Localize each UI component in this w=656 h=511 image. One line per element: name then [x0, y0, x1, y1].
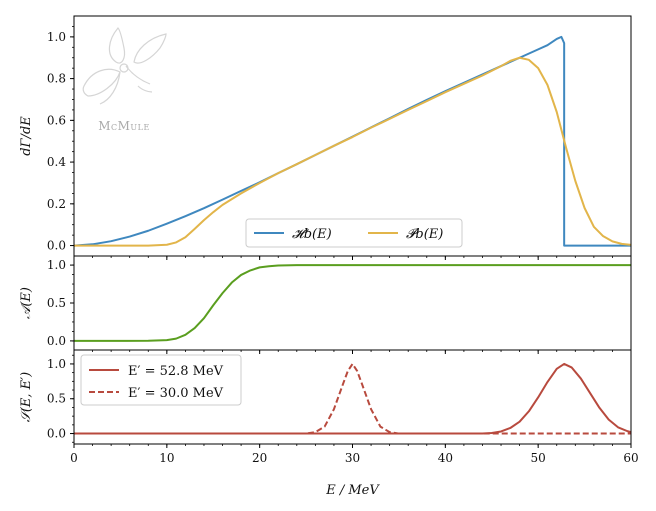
xlabel: E / MeV	[325, 483, 380, 498]
series-line-smearing-1	[74, 362, 631, 435]
legend-bottom: E′ = 52.8 MeV E′ = 30.0 MeV	[80, 354, 242, 406]
xtick-label-3: 30	[345, 451, 360, 465]
panel-smearing: 0.0 0.5 1.0 0 10 20 30 40 50 60 𝒮(E, E′) E / MeV	[19, 349, 639, 498]
ylabel-acceptance: 𝒜(E)	[19, 287, 34, 319]
ylabel-rate: dΓ/dE	[19, 116, 34, 156]
plot-frame-smearing	[73, 349, 632, 445]
legend-label-pb: 𝓟b(E)	[406, 227, 443, 242]
series-line-rate-1	[74, 56, 631, 247]
panel-acceptance: 0.0 0.5 1.0 𝒜(E)	[19, 255, 632, 354]
ytick-label-rate-4: 0.8	[47, 72, 66, 86]
ylabel-smearing: 𝒮(E, E′)	[19, 372, 34, 422]
ytick-label-rate-0: 0.0	[47, 239, 66, 253]
xtick-label-6: 60	[623, 451, 638, 465]
ytick-label-rate-5: 1.0	[47, 30, 66, 44]
xtick-label-4: 40	[438, 451, 453, 465]
legend-label-hb: 𝓗b(E)	[292, 227, 332, 242]
ytick-label-acceptance-1: 0.5	[47, 296, 66, 310]
ytick-label-acceptance-2: 1.0	[47, 258, 66, 272]
watermark-text: McMule	[98, 119, 150, 133]
series-line-rate-0	[74, 35, 631, 247]
legend-label-30: E′ = 30.0 MeV	[128, 386, 224, 401]
legend-label-52: E′ = 52.8 MeV	[128, 364, 224, 379]
ytick-label-rate-2: 0.4	[47, 155, 66, 169]
xtick-label-1: 10	[159, 451, 174, 465]
mcmule-logo	[82, 27, 167, 105]
xtick-label-2: 20	[252, 451, 267, 465]
series-line-smearing-0	[74, 362, 631, 435]
series-line-acceptance-0	[74, 264, 631, 342]
plot-frame-acceptance	[73, 255, 632, 351]
ytick-label-smearing-1: 0.5	[47, 392, 66, 406]
ytick-label-rate-3: 0.6	[47, 113, 66, 127]
panel-rate: 0.0 0.2 0.4 0.6 0.8 1.0 dΓ/dE	[19, 15, 632, 260]
xtick-label-5: 50	[531, 451, 546, 465]
ytick-label-rate-1: 0.2	[47, 197, 66, 211]
legend-top: 𝓗b(E) 𝓟b(E)	[245, 218, 463, 248]
xtick-label-0: 0	[70, 451, 78, 465]
ytick-label-acceptance-0: 0.0	[47, 334, 66, 348]
ytick-label-smearing-2: 1.0	[47, 357, 66, 371]
ytick-label-smearing-0: 0.0	[47, 427, 66, 441]
